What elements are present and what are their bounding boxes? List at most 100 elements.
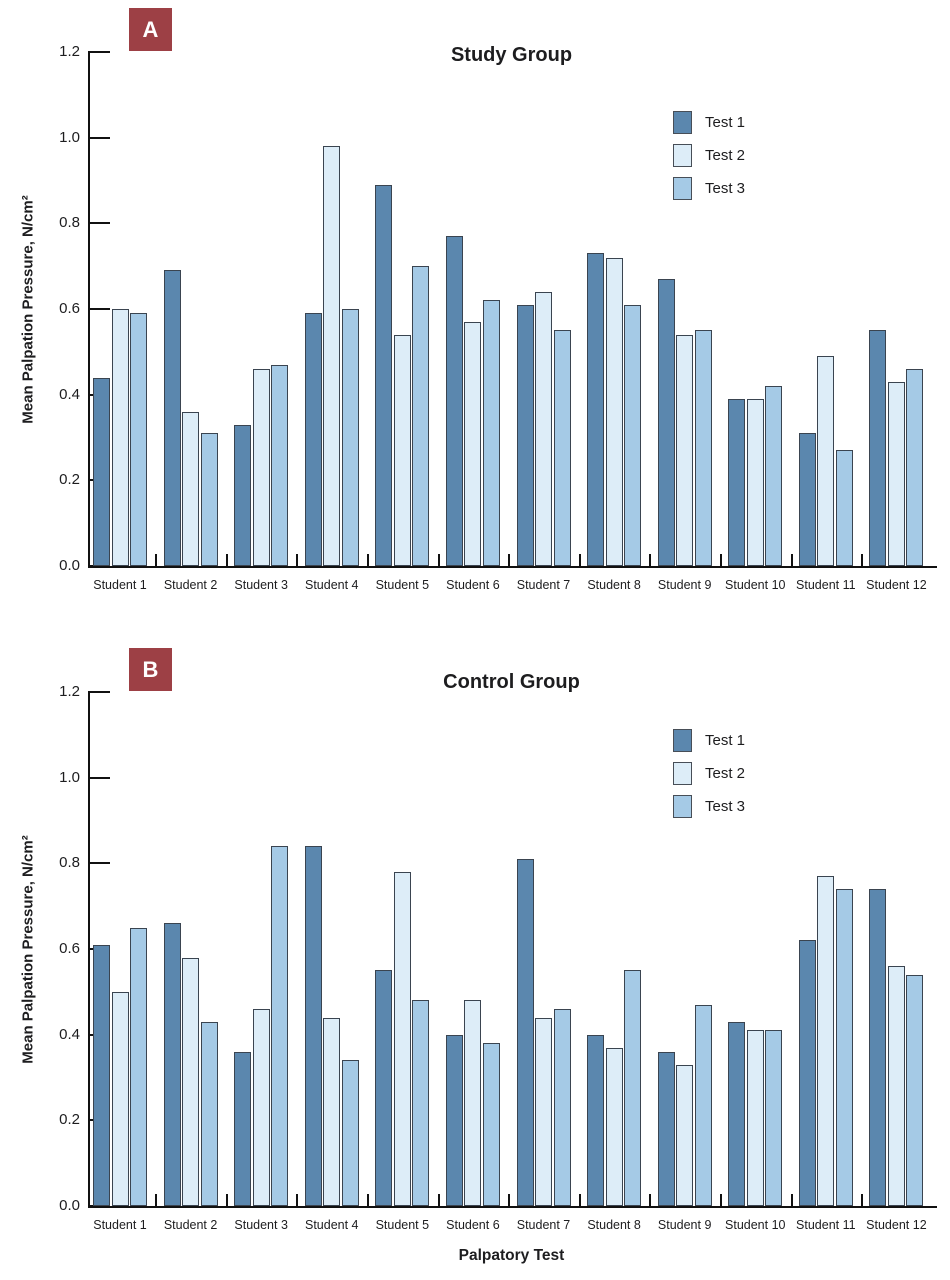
bar-test3-student-2: [200, 1021, 218, 1206]
bar-test1-student-4: [304, 313, 322, 566]
y-axis-tick: [88, 51, 110, 53]
x-axis-tick: [155, 1194, 158, 1206]
panel-a: A Study Group Mean Palpation Pressure, N…: [20, 8, 937, 592]
bar-test3-student-12: [906, 368, 924, 566]
legend-row: Test 1: [673, 724, 873, 757]
legend-swatch-test1: [673, 729, 692, 752]
x-tick-label: Student 7: [516, 578, 571, 592]
bar-test1-student-11: [798, 433, 816, 566]
x-axis: [88, 566, 937, 568]
x-tick-label: Student 11: [796, 578, 856, 592]
bar-test3-student-11: [835, 889, 853, 1206]
legend-label-test1: Test 1: [705, 732, 746, 749]
bar-test1-student-9: [657, 1051, 675, 1206]
bar-test1-student-8: [587, 253, 605, 566]
bar-test1-student-1: [93, 944, 110, 1206]
bar-test1-student-1: [93, 377, 110, 566]
bar-test3-student-2: [200, 433, 218, 566]
x-axis-tick: [790, 554, 793, 566]
x-axis-tick: [861, 1194, 864, 1206]
legend-row: Test 2: [673, 757, 873, 790]
legend-label-test1: Test 1: [705, 114, 746, 131]
y-axis-tick: [88, 691, 110, 693]
bar-test1-student-10: [728, 1021, 746, 1206]
x-axis-tick: [719, 1194, 722, 1206]
y-axis-tick: [88, 308, 110, 310]
panel-badge-a-letter: A: [142, 16, 159, 42]
y-tick-label: 0.0: [59, 557, 80, 574]
bar-test2-student-11: [817, 876, 835, 1206]
legend-label-test3: Test 3: [705, 180, 746, 197]
bar-test2-student-8: [605, 1047, 623, 1206]
bar-test3-student-5: [412, 266, 430, 566]
bar-test1-student-5: [375, 970, 393, 1206]
bar-test2-student-6: [464, 321, 482, 566]
bar-test1-student-4: [304, 846, 322, 1206]
x-tick-label: Student 12: [866, 1218, 927, 1232]
bar-test2-student-1: [111, 991, 129, 1206]
plot-area-b: 0.0 0.2 0.4 0.6 0.8 1.0 1.2 Student 1 Student 2 S…: [0, 640, 950, 1280]
bar-test2-student-5: [393, 871, 411, 1206]
bar-test2-student-11: [817, 356, 835, 566]
x-axis-tick: [296, 554, 299, 566]
x-axis-tick: [225, 1194, 228, 1206]
x-axis-label-b: Palpatory Test: [458, 1247, 565, 1264]
bar-test1-student-9: [657, 279, 675, 566]
x-axis-tick: [578, 554, 581, 566]
x-axis-tick: [367, 554, 370, 566]
bar-test2-student-9: [676, 334, 694, 566]
chart-title-a: Study Group: [450, 44, 573, 66]
x-tick-label: Student 11: [796, 1218, 856, 1232]
legend-swatch-test3: [673, 177, 692, 200]
bar-test2-student-4: [323, 146, 341, 566]
y-tick-label: 1.0: [59, 128, 80, 146]
y-tick-label: 0.2: [59, 471, 80, 489]
bar-test3-student-10: [765, 1030, 783, 1206]
legend-label-test2: Test 2: [705, 147, 746, 164]
legend-swatch-test3: [673, 795, 692, 818]
bar-test1-student-7: [516, 304, 534, 566]
bar-test1-student-3: [234, 1051, 252, 1206]
legend-row: Test 3: [673, 172, 873, 205]
y-tick-label: 0.8: [59, 854, 80, 872]
x-tick-label: Student 8: [587, 578, 641, 592]
x-axis-tick: [437, 554, 440, 566]
y-axis: [88, 52, 90, 568]
x-axis-tick: [508, 1194, 511, 1206]
bar-test1-student-3: [234, 424, 252, 566]
bar-test1-student-7: [516, 859, 534, 1206]
y-tick-label: 0.8: [59, 214, 80, 232]
bar-test3-student-6: [482, 300, 500, 566]
x-tick-label: Student 10: [725, 578, 786, 592]
bar-test1-student-6: [445, 1034, 463, 1206]
bar-test1-student-10: [728, 398, 746, 566]
x-tick-label: Student 6: [446, 1218, 500, 1232]
y-tick-label: 0.0: [59, 1197, 80, 1214]
y-tick-label: 0.6: [59, 300, 80, 317]
bar-test2-student-10: [746, 1030, 764, 1206]
bar-test2-student-5: [393, 334, 411, 566]
bar-test3-student-1: [130, 313, 147, 566]
bar-test2-student-4: [323, 1017, 341, 1206]
bar-test1-student-12: [869, 889, 887, 1206]
x-axis-tick: [861, 554, 864, 566]
bar-test2-student-2: [182, 957, 200, 1206]
bar-test2-student-2: [182, 411, 200, 566]
bar-test3-student-3: [271, 846, 289, 1206]
x-tick-label: Student 8: [587, 1218, 641, 1232]
x-axis-tick: [367, 1194, 370, 1206]
bar-test1-student-8: [587, 1034, 605, 1206]
bar-test1-student-6: [445, 236, 463, 566]
bar-test2-student-8: [605, 257, 623, 566]
x-axis: [88, 1206, 937, 1208]
bar-test1-student-12: [869, 330, 887, 566]
bar-test2-student-3: [252, 368, 270, 566]
y-axis: [88, 692, 90, 1208]
x-tick-label: Student 2: [163, 578, 218, 592]
bar-test2-student-7: [535, 291, 552, 566]
x-axis-tick: [296, 1194, 299, 1206]
y-tick-label: 0.6: [59, 940, 80, 957]
y-tick-label: 0.2: [59, 1111, 80, 1129]
x-tick-label: Student 6: [446, 578, 500, 592]
